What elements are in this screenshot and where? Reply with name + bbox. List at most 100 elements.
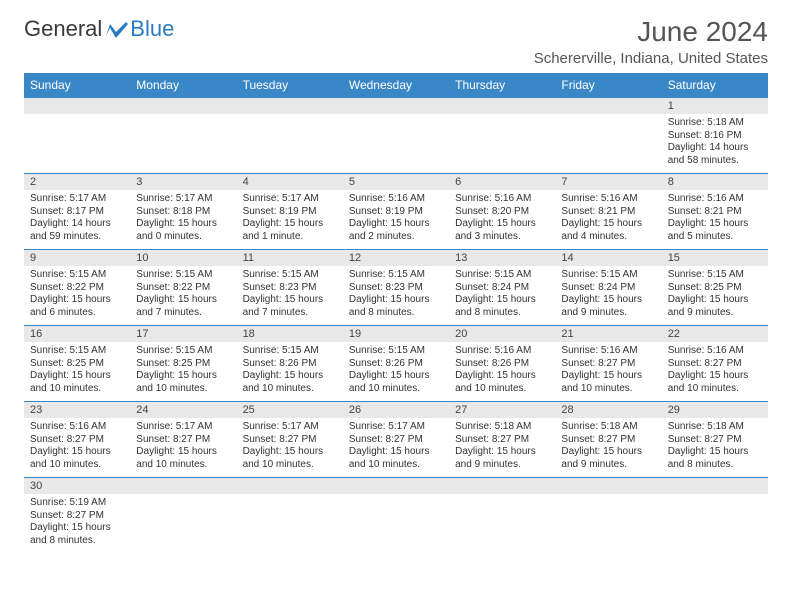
day-number: 9 bbox=[24, 250, 130, 267]
day-number bbox=[555, 98, 661, 115]
weekday-header: Thursday bbox=[449, 73, 555, 98]
sunset-text: Sunset: 8:27 PM bbox=[30, 434, 124, 447]
day-cell bbox=[24, 114, 130, 174]
flag-icon bbox=[106, 22, 128, 38]
weekday-header: Monday bbox=[130, 73, 236, 98]
sunrise-text: Sunrise: 5:16 AM bbox=[30, 421, 124, 434]
weekday-header-row: Sunday Monday Tuesday Wednesday Thursday… bbox=[24, 73, 768, 98]
day-number bbox=[130, 478, 236, 495]
sunrise-text: Sunrise: 5:17 AM bbox=[243, 193, 337, 206]
page: General Blue June 2024 Schererville, Ind… bbox=[0, 0, 792, 569]
daylight-text: Daylight: 15 hours and 0 minutes. bbox=[136, 218, 230, 243]
daylight-text: Daylight: 15 hours and 6 minutes. bbox=[30, 294, 124, 319]
sunrise-text: Sunrise: 5:15 AM bbox=[30, 269, 124, 282]
day-cell bbox=[237, 114, 343, 174]
day-number bbox=[343, 98, 449, 115]
sunset-text: Sunset: 8:25 PM bbox=[136, 358, 230, 371]
daybody-row: Sunrise: 5:15 AMSunset: 8:25 PMDaylight:… bbox=[24, 342, 768, 402]
daylight-text: Daylight: 15 hours and 10 minutes. bbox=[243, 446, 337, 471]
sunrise-text: Sunrise: 5:18 AM bbox=[455, 421, 549, 434]
day-number: 8 bbox=[662, 174, 768, 191]
daylight-text: Daylight: 15 hours and 9 minutes. bbox=[561, 446, 655, 471]
daylight-text: Daylight: 14 hours and 58 minutes. bbox=[668, 142, 762, 167]
sunrise-text: Sunrise: 5:17 AM bbox=[349, 421, 443, 434]
day-number: 14 bbox=[555, 250, 661, 267]
sunset-text: Sunset: 8:27 PM bbox=[243, 434, 337, 447]
daynum-row: 9101112131415 bbox=[24, 250, 768, 267]
daylight-text: Daylight: 14 hours and 59 minutes. bbox=[30, 218, 124, 243]
day-number: 29 bbox=[662, 402, 768, 419]
sunset-text: Sunset: 8:27 PM bbox=[668, 434, 762, 447]
sunset-text: Sunset: 8:27 PM bbox=[561, 434, 655, 447]
sunrise-text: Sunrise: 5:16 AM bbox=[455, 345, 549, 358]
daylight-text: Daylight: 15 hours and 8 minutes. bbox=[455, 294, 549, 319]
day-cell: Sunrise: 5:15 AMSunset: 8:25 PMDaylight:… bbox=[24, 342, 130, 402]
day-cell: Sunrise: 5:15 AMSunset: 8:25 PMDaylight:… bbox=[130, 342, 236, 402]
sunrise-text: Sunrise: 5:16 AM bbox=[561, 345, 655, 358]
sunrise-text: Sunrise: 5:15 AM bbox=[349, 345, 443, 358]
day-cell: Sunrise: 5:18 AMSunset: 8:16 PMDaylight:… bbox=[662, 114, 768, 174]
day-number: 1 bbox=[662, 98, 768, 115]
daylight-text: Daylight: 15 hours and 7 minutes. bbox=[243, 294, 337, 319]
sunset-text: Sunset: 8:23 PM bbox=[243, 282, 337, 295]
sunrise-text: Sunrise: 5:15 AM bbox=[668, 269, 762, 282]
day-number: 26 bbox=[343, 402, 449, 419]
sunset-text: Sunset: 8:20 PM bbox=[455, 206, 549, 219]
sunset-text: Sunset: 8:27 PM bbox=[561, 358, 655, 371]
day-cell: Sunrise: 5:15 AMSunset: 8:25 PMDaylight:… bbox=[662, 266, 768, 326]
day-number: 2 bbox=[24, 174, 130, 191]
sunrise-text: Sunrise: 5:18 AM bbox=[668, 421, 762, 434]
logo-text-b: Blue bbox=[130, 16, 174, 42]
sunrise-text: Sunrise: 5:15 AM bbox=[136, 345, 230, 358]
daylight-text: Daylight: 15 hours and 10 minutes. bbox=[30, 446, 124, 471]
sunrise-text: Sunrise: 5:17 AM bbox=[136, 193, 230, 206]
daylight-text: Daylight: 15 hours and 9 minutes. bbox=[561, 294, 655, 319]
day-number bbox=[237, 98, 343, 115]
day-cell: Sunrise: 5:17 AMSunset: 8:18 PMDaylight:… bbox=[130, 190, 236, 250]
sunset-text: Sunset: 8:25 PM bbox=[30, 358, 124, 371]
sunset-text: Sunset: 8:27 PM bbox=[349, 434, 443, 447]
logo: General Blue bbox=[24, 16, 174, 42]
day-cell: Sunrise: 5:15 AMSunset: 8:22 PMDaylight:… bbox=[24, 266, 130, 326]
day-number: 16 bbox=[24, 326, 130, 343]
sunset-text: Sunset: 8:17 PM bbox=[30, 206, 124, 219]
day-number: 11 bbox=[237, 250, 343, 267]
sunrise-text: Sunrise: 5:15 AM bbox=[349, 269, 443, 282]
day-cell: Sunrise: 5:18 AMSunset: 8:27 PMDaylight:… bbox=[449, 418, 555, 478]
sunrise-text: Sunrise: 5:16 AM bbox=[455, 193, 549, 206]
sunset-text: Sunset: 8:26 PM bbox=[243, 358, 337, 371]
day-number bbox=[555, 478, 661, 495]
daynum-row: 23242526272829 bbox=[24, 402, 768, 419]
daynum-row: 16171819202122 bbox=[24, 326, 768, 343]
daylight-text: Daylight: 15 hours and 10 minutes. bbox=[136, 370, 230, 395]
month-title: June 2024 bbox=[534, 16, 768, 48]
sunrise-text: Sunrise: 5:15 AM bbox=[243, 269, 337, 282]
day-number: 21 bbox=[555, 326, 661, 343]
daylight-text: Daylight: 15 hours and 10 minutes. bbox=[455, 370, 549, 395]
day-number: 22 bbox=[662, 326, 768, 343]
day-cell bbox=[130, 494, 236, 553]
sunset-text: Sunset: 8:22 PM bbox=[30, 282, 124, 295]
day-number: 18 bbox=[237, 326, 343, 343]
sunrise-text: Sunrise: 5:16 AM bbox=[561, 193, 655, 206]
sunrise-text: Sunrise: 5:15 AM bbox=[136, 269, 230, 282]
sunset-text: Sunset: 8:16 PM bbox=[668, 130, 762, 143]
sunset-text: Sunset: 8:26 PM bbox=[455, 358, 549, 371]
daylight-text: Daylight: 15 hours and 8 minutes. bbox=[668, 446, 762, 471]
daynum-row: 30 bbox=[24, 478, 768, 495]
day-number: 3 bbox=[130, 174, 236, 191]
weekday-header: Wednesday bbox=[343, 73, 449, 98]
sunrise-text: Sunrise: 5:18 AM bbox=[668, 117, 762, 130]
daylight-text: Daylight: 15 hours and 10 minutes. bbox=[561, 370, 655, 395]
day-number bbox=[24, 98, 130, 115]
logo-text-a: General bbox=[24, 16, 102, 42]
calendar-table: Sunday Monday Tuesday Wednesday Thursday… bbox=[24, 73, 768, 553]
sunrise-text: Sunrise: 5:15 AM bbox=[455, 269, 549, 282]
sunrise-text: Sunrise: 5:17 AM bbox=[243, 421, 337, 434]
sunrise-text: Sunrise: 5:18 AM bbox=[561, 421, 655, 434]
day-cell: Sunrise: 5:19 AMSunset: 8:27 PMDaylight:… bbox=[24, 494, 130, 553]
day-cell: Sunrise: 5:15 AMSunset: 8:23 PMDaylight:… bbox=[237, 266, 343, 326]
day-number: 20 bbox=[449, 326, 555, 343]
daynum-row: 2345678 bbox=[24, 174, 768, 191]
daylight-text: Daylight: 15 hours and 9 minutes. bbox=[455, 446, 549, 471]
